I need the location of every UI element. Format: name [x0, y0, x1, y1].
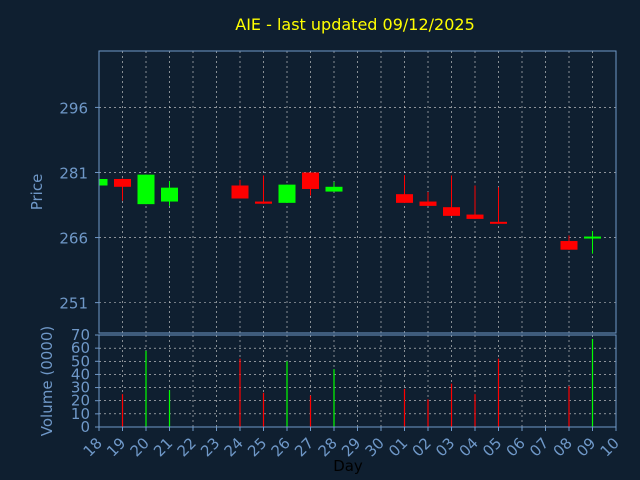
candle-body	[466, 214, 484, 219]
x-tick-label: 05	[479, 434, 505, 460]
candle-24	[231, 179, 249, 199]
candle-body	[560, 241, 578, 250]
candle-body	[255, 201, 272, 204]
x-tick-label: 01	[385, 434, 411, 460]
candle-body	[114, 178, 131, 187]
x-tick-label: 26	[268, 434, 294, 460]
candle-19	[114, 178, 131, 201]
volume-axis-label: Volume (0000)	[38, 326, 56, 436]
x-tick-label: 27	[291, 434, 317, 460]
candle-08	[560, 235, 578, 250]
x-tick-label: 20	[127, 434, 153, 460]
candle-body	[278, 184, 296, 203]
candle-25	[255, 175, 272, 204]
candle-28	[325, 182, 343, 192]
x-tick-label: 25	[244, 434, 270, 460]
candle-20	[137, 174, 155, 205]
candle-05	[490, 187, 507, 224]
candle-09	[584, 231, 601, 254]
candle-body	[302, 172, 319, 189]
candle-body	[584, 236, 601, 239]
volume-tick-label: 70	[71, 326, 90, 344]
price-panel: 251 266 281 296 Price	[28, 50, 617, 334]
volume-tick-label: 20	[71, 392, 90, 410]
x-tick-label: 21	[150, 434, 176, 460]
volume-tick-label: 60	[71, 339, 90, 357]
volume-tick-label: 10	[71, 405, 90, 423]
x-tick-label: 09	[573, 434, 599, 460]
candle-body	[419, 201, 437, 206]
price-tick-label: 281	[59, 164, 88, 182]
candle-body	[443, 207, 460, 216]
x-tick-label: 08	[550, 434, 576, 460]
candle-26	[278, 184, 296, 203]
candle-01	[396, 175, 413, 203]
volume-tick-label: 0	[80, 418, 90, 436]
x-axis-ticks: 1819202122232425262728293001020304050607…	[80, 427, 623, 460]
candle-02	[419, 192, 437, 206]
price-panel-frame	[98, 50, 617, 334]
volume-tick-label: 40	[71, 365, 90, 383]
candle-03	[443, 175, 460, 216]
candle-body	[396, 194, 413, 203]
x-tick-label: 19	[103, 434, 129, 460]
candle-body	[490, 221, 507, 224]
candle-27	[302, 172, 319, 196]
x-tick-label: 30	[362, 434, 388, 460]
price-tick-label: 296	[59, 99, 88, 117]
candle-body	[137, 174, 155, 205]
x-tick-label: 02	[409, 434, 435, 460]
volume-tick-label: 30	[71, 379, 90, 397]
volume-tick-label: 50	[71, 352, 90, 370]
candle-body	[231, 185, 249, 199]
price-tick-label: 266	[59, 230, 88, 248]
x-tick-label: 23	[197, 434, 223, 460]
chart-title: AIE - last updated 09/12/2025	[235, 15, 475, 34]
x-tick-label: 22	[174, 434, 200, 460]
x-tick-label: 24	[221, 434, 247, 460]
price-tick-label: 251	[59, 295, 88, 313]
price-axis-label: Price	[28, 174, 46, 211]
x-tick-label: 03	[432, 434, 458, 460]
x-tick-label: 07	[526, 434, 552, 460]
x-tick-label: 10	[597, 434, 623, 460]
candle-18	[98, 178, 108, 186]
candle-21	[161, 181, 178, 206]
candle-body	[99, 178, 108, 186]
candle-04	[466, 185, 484, 219]
x-tick-label: 04	[456, 434, 482, 460]
x-axis-label: Day	[333, 457, 363, 475]
x-tick-label: 18	[80, 434, 106, 460]
x-tick-label: 06	[503, 434, 529, 460]
candle-body	[325, 186, 343, 192]
candle-body	[161, 187, 178, 202]
